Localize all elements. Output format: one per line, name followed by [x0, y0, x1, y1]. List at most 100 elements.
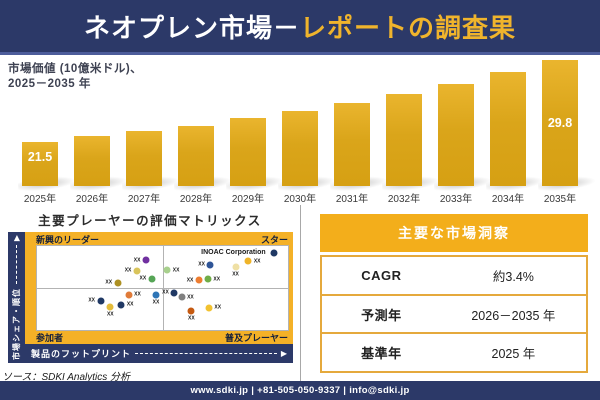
matrix-y-axis-bar: 市場シェア・順位 ▶ — [8, 232, 25, 363]
right-arrow-icon: ▶ — [280, 348, 287, 358]
insights-row-label: 基準年 — [361, 346, 402, 362]
vertical-divider — [300, 205, 301, 381]
x-axis-tick-label: 2026年 — [75, 194, 109, 205]
bar-group: 2027年 — [121, 131, 181, 205]
matrix-point-label: XX — [172, 267, 180, 274]
bar-2026年 — [74, 136, 110, 186]
matrix-title: 主要プレーヤーの評価マトリックス — [38, 214, 262, 228]
x-axis-tick-label: 2034年 — [491, 194, 525, 205]
matrix-point: XX — [244, 257, 261, 265]
matrix-point-label: XX — [139, 275, 147, 282]
x-axis-tick-label: 2028年 — [179, 194, 213, 205]
matrix-point: XX — [105, 279, 122, 287]
matrix-point: XX — [117, 301, 134, 309]
matrix-y-axis-label: 市場シェア・順位 — [12, 288, 21, 360]
quadrant-label-emerging-leaders: 新興のリーダー — [36, 235, 100, 245]
x-axis-tick-label: 2027年 — [127, 194, 161, 205]
page-title-main: ネオプレン市場－ — [83, 12, 300, 43]
matrix-point-label: XX — [152, 299, 160, 306]
x-axis-tick-label: 2033年 — [439, 194, 473, 205]
quadrant-horizontal-line — [37, 288, 288, 289]
bar-group: 29.8 2035年 — [537, 60, 597, 205]
matrix-quadrant-top-labels: 新興のリーダー スター — [36, 233, 288, 246]
y-axis-dashed-line — [16, 245, 17, 284]
matrix-x-axis-label: 製品のフットプリント — [31, 349, 132, 359]
matrix-plot-area: XX XX XX XX XX XX XX XX XX INOAC Corporation XX XX X… — [36, 245, 289, 331]
market-value-bar-chart-section: 市場価値 (10億米ドル)、 2025－2035 年 21.5 2025年 2026… — [0, 58, 600, 205]
insights-row-label: CAGR — [361, 267, 402, 283]
matrix-y-axis-inner: 市場シェア・順位 ▶ — [8, 232, 25, 363]
matrix-point-label: XX — [187, 294, 194, 301]
chart-caption-line2: 2025－2035 年 — [8, 77, 91, 90]
matrix-point-label: XX — [232, 271, 239, 278]
matrix-point-label: XX — [213, 276, 221, 283]
bar-2030年 — [282, 111, 318, 186]
quadrant-label-pervasive-players: 普及プレーヤー — [224, 333, 288, 343]
bar-group: 2033年 — [433, 84, 493, 205]
bar-2025年: 21.5 — [22, 142, 58, 186]
matrix-point-label: XX — [133, 257, 141, 264]
matrix-point: XX — [232, 263, 240, 278]
title-bar: ネオプレン市場－ レポートの調査果 — [0, 0, 600, 55]
matrix-point: XX — [178, 293, 194, 301]
matrix-point: XX — [152, 291, 160, 305]
matrix-point-label: XX — [214, 304, 222, 311]
bar-group: 2031年 — [329, 103, 389, 205]
matrix-point-highlight: INOAC Corporation — [201, 249, 278, 257]
x-axis-tick-label: 2025年 — [23, 194, 57, 205]
quadrant-label-participants: 参加者 — [36, 333, 64, 343]
matrix-point: XX — [134, 256, 150, 264]
matrix-point-label: XX — [88, 297, 95, 304]
bar-group: 2029年 — [225, 118, 285, 205]
matrix-panel: 新興のリーダー スター XX XX XX XX XX XX XX XX XX INOAC Corp… — [25, 232, 293, 344]
matrix-point: XX — [125, 291, 141, 299]
source-note: ソース：SDKI Analytics 分析 — [2, 372, 131, 383]
matrix-x-axis-bar: 製品のフットプリント ▶ — [25, 344, 293, 363]
page-title-accent: レポートの調査果 — [300, 12, 517, 43]
matrix-quadrant-bottom-labels: 参加者 普及プレーヤー — [36, 331, 288, 344]
insights-row: 予測年 2026－2035 年 — [322, 296, 586, 335]
insights-row-value: 2025 年 — [491, 347, 536, 362]
matrix-point: XX — [163, 266, 179, 274]
matrix-point: XX — [140, 275, 156, 282]
matrix-point: XX — [106, 303, 114, 317]
bar-2034年 — [490, 72, 526, 186]
bar-value-label: 21.5 — [27, 150, 53, 164]
matrix-point-label: XX — [198, 261, 205, 268]
market-insights-section: 主要な市場洞察 CAGR 約3.4% 予測年 2026－2035 年基準年 2025 年 — [300, 205, 600, 382]
insights-table: CAGR 約3.4% 予測年 2026－2035 年基準年 2025 年 — [320, 255, 588, 373]
insights-row-value: 2026－2035 年 — [471, 308, 556, 323]
matrix-point-label: XX — [162, 289, 169, 296]
matrix-point: XX — [204, 275, 220, 283]
x-axis-tick-label: 2029年 — [231, 194, 265, 205]
player-matrix-section: 主要プレーヤーの評価マトリックス 市場シェア・順位 ▶ 新興のリーダー スター … — [0, 205, 300, 383]
bar-group: 2028年 — [173, 126, 233, 205]
matrix-point: XX — [198, 261, 214, 269]
footer-bar: www.sdki.jp | +81-505-050-9337 | info@sd… — [0, 381, 600, 400]
matrix-point: XX — [205, 304, 221, 312]
up-arrow-icon: ▶ — [11, 235, 21, 242]
bar-2033年 — [438, 84, 474, 186]
chart-caption-line1: 市場価値 (10億米ドル)、 — [8, 63, 143, 75]
bar-group: 2026年 — [69, 136, 129, 205]
insights-row: CAGR 約3.4% — [322, 257, 586, 296]
x-axis-tick-label: 2032年 — [387, 194, 421, 205]
matrix-point-company-label: INOAC Corporation — [201, 249, 266, 257]
x-axis-tick-label: 2031年 — [335, 194, 369, 205]
matrix-point-label: XX — [126, 301, 134, 308]
bar-chart: 21.5 2025年 2026年 2027年 2028年 2029年 2030年 2031年 2… — [17, 58, 597, 205]
bar-2029年 — [230, 118, 266, 186]
insights-row: 基準年 2025 年 — [322, 334, 586, 371]
matrix-point-label: XX — [124, 267, 132, 274]
bar-2035年: 29.8 — [542, 60, 578, 186]
footer-contact: www.sdki.jp | +81-505-050-9337 | info@sd… — [190, 385, 410, 396]
matrix-point-label: XX — [253, 258, 261, 265]
matrix-point: XX — [187, 307, 195, 322]
matrix-point: XX — [125, 267, 141, 275]
matrix-point-label: XX — [105, 279, 113, 286]
matrix-point-label: XX — [106, 311, 114, 318]
x-axis-dashed-line — [135, 353, 277, 354]
bar-2027年 — [126, 131, 162, 186]
bar-value-label: 29.8 — [547, 116, 573, 130]
